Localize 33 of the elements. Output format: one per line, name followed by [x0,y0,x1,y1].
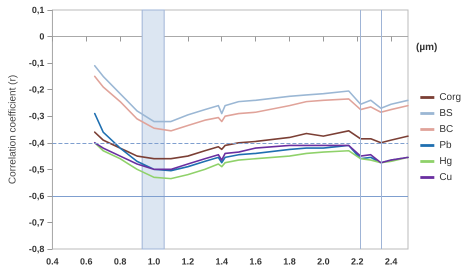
legend-label: Corg [439,92,462,103]
legend-label: Hg [439,156,452,167]
x-tick-label: 2.2 [350,256,364,266]
x-tick-label: 2.0 [317,256,330,266]
y-tick-label: -0,2 [28,84,44,95]
y-tick-label: 0,1 [32,5,44,15]
y-tick-label: 0 [39,32,44,42]
line-series [94,76,409,132]
y-tick-label: -0,6 [28,190,44,201]
x-tick-label: 0.4 [46,256,59,266]
y-tick-label: -0,8 [28,244,44,254]
y-tick-label: -0,4 [28,138,44,148]
line-series [94,130,409,160]
x-tick-label: 2.4 [384,256,398,266]
x-tick-label: 1.8 [283,256,296,266]
y-axis-title: Correlation coefficient (r) [8,74,18,184]
y-tick-label: -0,5 [28,164,44,174]
legend-label: BC [439,124,454,135]
x-tick-label: 1.0 [148,256,160,266]
legend-label: BS [439,108,453,119]
x-tick-label: 1.4 [215,256,228,266]
y-tick-label: -0,7 [28,217,44,228]
x-tick-label: 1.2 [182,256,194,266]
x-tick-label: 1.6 [249,256,262,266]
legend-label: Cu [439,172,452,183]
x-tick-label: 0.8 [114,256,126,266]
legend-label: Pb [439,140,452,151]
line-series [94,142,409,180]
x-tick-label: 0.6 [80,256,93,266]
line-series [94,142,409,170]
y-tick-label: -0,1 [28,58,44,68]
x-axis-title: (µm) [416,42,438,54]
y-tick-label: -0,3 [28,111,44,122]
